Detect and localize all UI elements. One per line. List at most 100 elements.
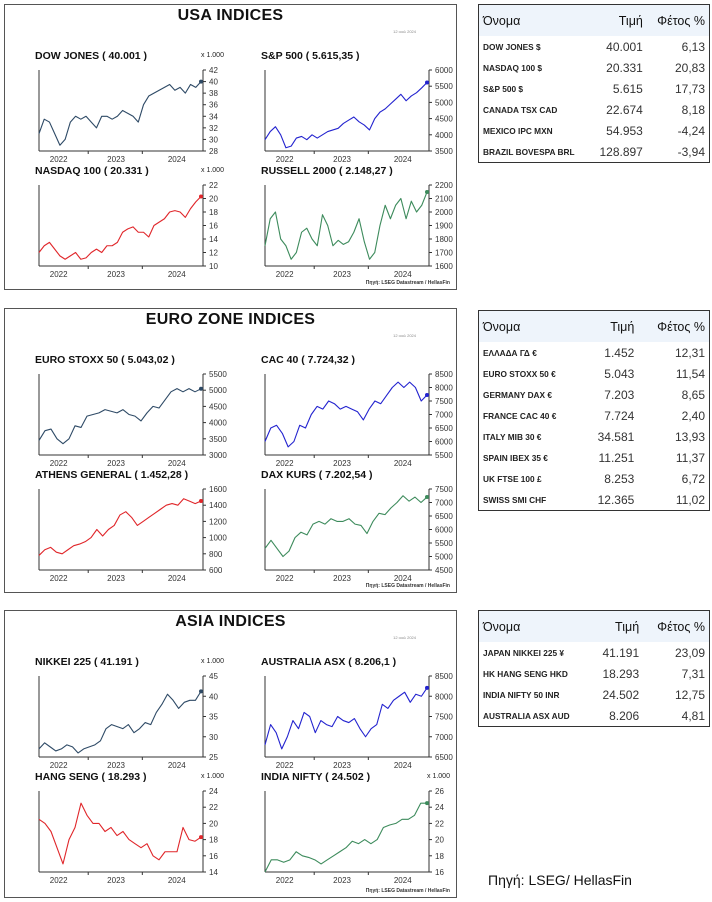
table-row: INDIA NIFTY 50 INR 24.502 12,75: [479, 684, 709, 705]
ytd-change: 17,73: [674, 81, 705, 96]
index-price: 8.206: [609, 708, 640, 723]
line-chart: CAC 40 ( 7.724,32 ) 5500 6000 6500 7000 7500 8…: [261, 354, 491, 468]
table-row: CANADA TSX CAD 22.674 8,18: [479, 99, 709, 120]
table-row: UK FTSE 100 £ 8.253 6,72: [479, 468, 709, 489]
y-tick-label: 25: [209, 753, 218, 762]
table-header: Όνομα Τιμή Φέτος %: [479, 5, 709, 36]
y-tick-label: 35: [209, 713, 218, 722]
ytd-change: 13,93: [674, 429, 705, 444]
y-tick-label: 45: [209, 672, 218, 681]
y-tick-label: 6000: [435, 526, 453, 535]
x-tick-label: 2023: [333, 876, 351, 885]
table-row: ΕΛΛΑΔΑ ΓΔ € 1.452 12,31: [479, 342, 709, 363]
chart-title: INDIA NIFTY ( 24.502 ): [261, 771, 371, 783]
ytd-change: 20,83: [674, 60, 705, 75]
chart-title: CAC 40 ( 7.724,32 ): [261, 354, 355, 366]
last-value-marker: [425, 685, 429, 690]
y-tick-label: 40: [209, 692, 218, 701]
index-price: 24.502: [602, 687, 640, 702]
table-row: MEXICO IPC MXN 54.953 -4,24: [479, 120, 709, 141]
ytd-change: 6,72: [681, 471, 705, 486]
ytd-change: 23,09: [674, 645, 705, 660]
index-name: GERMANY DAX €: [483, 389, 553, 400]
y-tick-label: 5500: [435, 451, 453, 460]
x-tick-label: 2024: [168, 761, 186, 770]
y-tick-label: 5500: [435, 539, 453, 548]
ytd-change: 8,18: [681, 102, 705, 117]
y-tick-label: 42: [209, 66, 218, 75]
chart-title: NIKKEI 225 ( 41.191 ): [35, 656, 139, 668]
index-name: AUSTRALIA ASX AUD: [483, 710, 570, 721]
panel-title: ASIA INDICES: [175, 613, 286, 630]
y-tick-label: 7500: [435, 397, 453, 406]
x-tick-label: 2023: [333, 155, 351, 164]
y-tick-label: 4000: [435, 131, 453, 140]
euro-panel: EURO ZONE INDICES 12 ιουλ 2024 Πηγή: LSEG …: [4, 308, 457, 593]
table-row: HK HANG SENG HKD 18.293 7,31: [479, 663, 709, 684]
x-tick-label: 2024: [394, 459, 412, 468]
chart-title: DOW JONES ( 40.001 ): [35, 50, 148, 62]
ytd-change: 11,54: [675, 366, 705, 381]
chart-title: EURO STOXX 50 ( 5.043,02 ): [35, 354, 175, 366]
last-value-marker: [199, 79, 203, 84]
y-tick-label: 7500: [435, 485, 453, 494]
x-tick-label: 2022: [276, 270, 294, 279]
last-value-marker: [199, 194, 203, 199]
chart-unit: x 1.000: [201, 52, 224, 59]
y-tick-label: 38: [209, 89, 218, 98]
chart-svg: 3500 4000 4500 5000 5500 6000 2022 2023 2024: [264, 66, 453, 164]
index-price: 22.674: [606, 102, 643, 117]
x-tick-label: 2024: [394, 761, 412, 770]
ytd-change: 11,37: [675, 450, 705, 465]
y-tick-label: 12: [209, 249, 218, 258]
index-name: JAPAN NIKKEI 225 ¥: [483, 647, 564, 658]
column-header: Φέτος %: [643, 611, 709, 642]
ytd-change: 12,75: [674, 687, 705, 702]
table-row: AUSTRALIA ASX AUD 8.206 4,81: [479, 705, 709, 726]
x-tick-label: 2023: [107, 574, 125, 583]
index-name: BRAZIL BOVESPA BRL: [483, 146, 575, 157]
line-chart: DAX KURS ( 7.202,54 ) 4500 5000 5500 6000 650…: [261, 469, 491, 583]
index-price: 7.724: [604, 408, 635, 423]
y-tick-label: 5000: [435, 98, 453, 107]
table-row: GERMANY DAX € 7.203 8,65: [479, 384, 709, 405]
index-table: Όνομα Τιμή Φέτος % JAPAN NIKKEI 225 ¥ 41.191…: [479, 611, 709, 726]
chart-unit: x 1.000: [427, 773, 450, 780]
chart-svg: 1600 1700 1800 1900 2000 2100 2200 2022 2023 2024: [264, 181, 453, 279]
y-tick-label: 8000: [435, 384, 453, 393]
y-tick-label: 1700: [435, 249, 453, 258]
x-tick-label: 2022: [50, 459, 68, 468]
series-line: [264, 495, 428, 558]
panel-date: 12 ιουλ 2024: [393, 635, 416, 640]
ytd-change: 7,31: [681, 666, 705, 681]
table-row: FRANCE CAC 40 € 7.724 2,40: [479, 405, 709, 426]
y-tick-label: 22: [209, 181, 218, 190]
panel-source: Πηγή: LSEG Datastream / HellasFin: [365, 583, 450, 589]
index-name: SWISS SMI CHF: [483, 494, 547, 505]
column-header: Φέτος %: [646, 5, 709, 36]
line-chart: NASDAQ 100 ( 20.331 ) x 1.000 10 12 14 16 18 20…: [35, 165, 265, 279]
index-price: 5.615: [612, 81, 643, 96]
chart-svg: 600 800 1000 1200 1400 1600 2022 2023 2024: [38, 485, 227, 583]
index-name: FRANCE CAC 40 €: [483, 410, 557, 421]
chart-svg: 3000 3500 4000 4500 5000 5500 2022 2023 2024: [38, 370, 227, 468]
x-tick-label: 2024: [394, 574, 412, 583]
chart-svg: 5500 6000 6500 7000 7500 8000 8500 2022 2023 2024: [264, 370, 453, 468]
column-header: Όνομα: [479, 611, 591, 642]
table-row: SWISS SMI CHF 12.365 11,02: [479, 489, 709, 510]
chart-title: S&P 500 ( 5.615,35 ): [261, 50, 360, 62]
y-tick-label: 20: [435, 836, 444, 845]
index-price: 8.253: [604, 471, 635, 486]
source-note: Πηγή: LSEG/ HellasFin: [488, 872, 632, 888]
panel-source: Πηγή: LSEG Datastream / HellasFin: [365, 280, 450, 286]
y-tick-label: 600: [209, 566, 223, 575]
x-tick-label: 2022: [50, 761, 68, 770]
line-chart: RUSSELL 2000 ( 2.148,27 ) 1600 1700 1800 190…: [261, 165, 491, 279]
x-tick-label: 2023: [107, 270, 125, 279]
x-tick-label: 2022: [50, 876, 68, 885]
panel-title: USA INDICES: [177, 7, 284, 24]
chart-title: RUSSELL 2000 ( 2.148,27 ): [261, 165, 393, 177]
x-tick-label: 2022: [276, 574, 294, 583]
x-tick-label: 2023: [107, 761, 125, 770]
